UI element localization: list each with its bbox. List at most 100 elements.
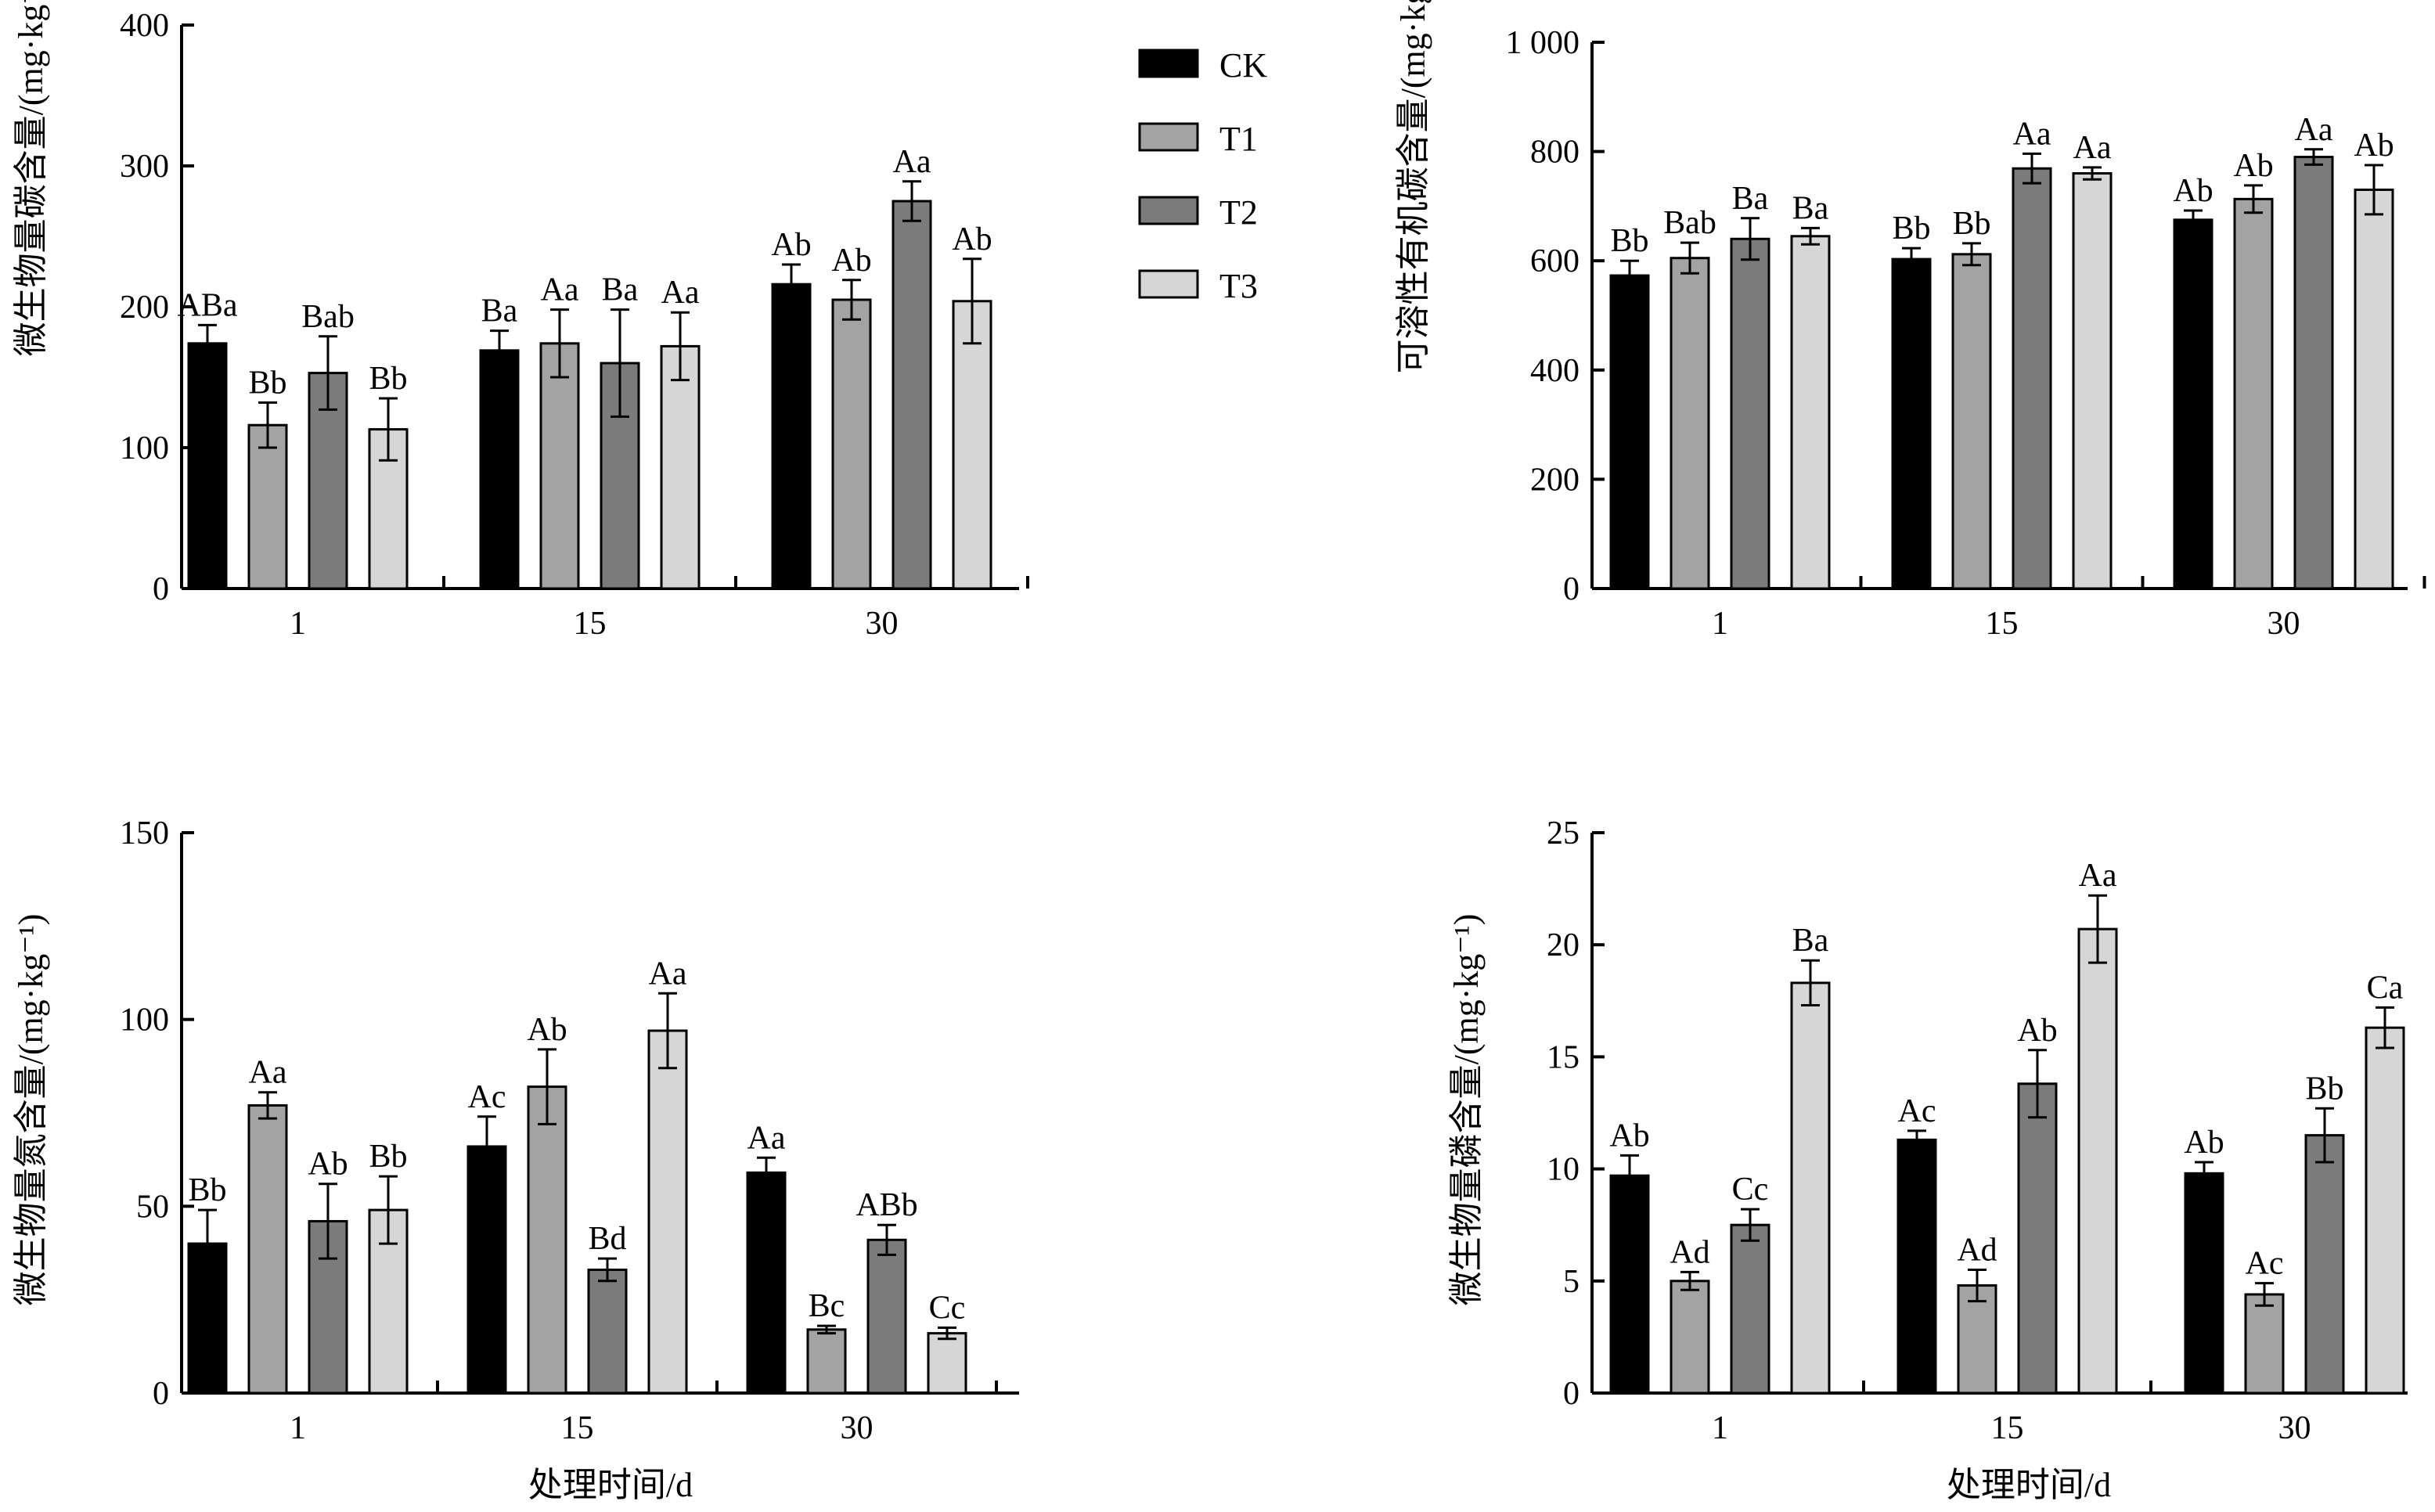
legend-swatch-t1 xyxy=(1138,122,1199,152)
significance-label: Ab xyxy=(2233,148,2273,184)
significance-label: Bd xyxy=(588,1221,626,1257)
y-tick-label: 600 xyxy=(1530,243,1580,279)
significance-label: Cc xyxy=(1732,1172,1769,1208)
bar-ck xyxy=(466,1145,507,1395)
y-tick-label: 0 xyxy=(1563,571,1580,607)
significance-label: Aa xyxy=(893,144,931,180)
y-axis-label: 可溶性有机碳含量/(mg·kg⁻¹) xyxy=(1394,0,1432,373)
bar-t3 xyxy=(2354,188,2394,590)
y-tick-label: 200 xyxy=(1530,462,1580,498)
significance-label: Aa xyxy=(2073,130,2112,166)
bar-t3 xyxy=(952,300,992,590)
significance-label: Ab xyxy=(952,221,992,257)
bar-ck xyxy=(2184,1172,2224,1395)
x-axis-label: 处理时间/d xyxy=(528,1466,693,1504)
significance-label: ABa xyxy=(178,287,238,323)
significance-label: Bb xyxy=(248,365,286,401)
legend-label-t3: T3 xyxy=(1219,267,1258,305)
significance-label: Ab xyxy=(2173,173,2213,209)
y-tick-label: 15 xyxy=(1547,1039,1580,1075)
bar-t1 xyxy=(2244,1293,2285,1395)
x-tick-label: 15 xyxy=(574,606,607,642)
significance-label: Ac xyxy=(1898,1093,1936,1129)
significance-label: Aa xyxy=(2013,116,2051,152)
x-axis-label: 处理时间/d xyxy=(1947,1466,2111,1504)
bar-t2 xyxy=(2304,1134,2345,1395)
y-axis-label: 微生物量碳含量/(mg·kg⁻¹) xyxy=(12,0,50,356)
bar-t2 xyxy=(866,1238,907,1395)
x-tick-label: 30 xyxy=(2278,1410,2311,1446)
y-tick-label: 400 xyxy=(1530,353,1580,389)
y-axis-label: 微生物量氮含量/(mg·kg⁻¹) xyxy=(12,914,50,1306)
bar-t1 xyxy=(1957,1284,1997,1395)
significance-label: Bb xyxy=(369,1139,407,1175)
y-tick-label: 300 xyxy=(120,149,169,185)
significance-label: Ab xyxy=(527,1012,567,1048)
bar-t1 xyxy=(1670,1280,1710,1395)
significance-label: Ad xyxy=(1957,1232,1997,1268)
bar-t1 xyxy=(527,1085,567,1395)
significance-label: Aa xyxy=(2295,112,2333,148)
significance-label: Bb xyxy=(369,361,407,397)
y-tick-label: 0 xyxy=(1563,1376,1580,1412)
bar-t1 xyxy=(539,342,580,590)
significance-label: Ab xyxy=(831,243,871,279)
significance-label: Ba xyxy=(1792,923,1829,959)
bar-t3 xyxy=(2077,927,2118,1395)
legend-swatch-t3 xyxy=(1138,269,1199,299)
significance-label: Ac xyxy=(2246,1246,2284,1282)
significance-label: Aa xyxy=(249,1055,287,1091)
bar-ck xyxy=(1609,274,1650,590)
bar-t2 xyxy=(587,1268,628,1395)
bar-t1 xyxy=(1951,253,1992,590)
legend-swatch-ck xyxy=(1138,49,1199,78)
bar-ck xyxy=(1891,257,1932,590)
bar-t1 xyxy=(831,298,872,590)
legend: CK T1 T2 T3 xyxy=(1138,46,1267,305)
x-tick-label: 1 xyxy=(1712,606,1728,642)
bar-ck xyxy=(746,1171,787,1395)
significance-label: Ab xyxy=(1609,1118,1649,1154)
significance-label: Aa xyxy=(541,272,579,308)
bar-ck xyxy=(2173,218,2213,590)
significance-label: Ba xyxy=(481,293,518,329)
bar-t3 xyxy=(927,1332,967,1395)
x-tick-label: 30 xyxy=(866,606,899,642)
y-tick-label: 25 xyxy=(1547,815,1580,851)
bar-t3 xyxy=(1790,235,1831,590)
significance-label: Ba xyxy=(1732,181,1769,217)
significance-label: Aa xyxy=(661,275,700,311)
bar-t2 xyxy=(1730,1223,1770,1395)
bar-t3 xyxy=(2072,172,2113,590)
significance-label: Cc xyxy=(929,1290,966,1326)
significance-label: Ab xyxy=(2184,1125,2224,1161)
x-tick-label: 15 xyxy=(1991,1410,2024,1446)
bar-ck xyxy=(187,342,228,590)
y-tick-label: 200 xyxy=(120,290,169,326)
legend-label-ck: CK xyxy=(1219,46,1267,85)
significance-label: Ba xyxy=(1792,190,1829,226)
bar-t2 xyxy=(2012,167,2052,590)
significance-label: Aa xyxy=(649,956,687,992)
bar-t2 xyxy=(2017,1082,2058,1395)
y-tick-label: 100 xyxy=(120,1003,169,1039)
x-tick-label: 1 xyxy=(1712,1410,1728,1446)
significance-label: Ab xyxy=(308,1147,348,1183)
significance-label: Aa xyxy=(747,1120,786,1156)
x-tick-label: 1 xyxy=(290,606,306,642)
chart-dissolved-organic-carbon: 可溶性有机碳含量/(mg·kg⁻¹) 0 200 400 600 800 1 000 1 Bb… xyxy=(1394,0,2426,642)
bar-t3 xyxy=(660,344,701,590)
significance-label: Ca xyxy=(2367,970,2404,1006)
bar-ck xyxy=(479,349,520,590)
y-tick-label: 100 xyxy=(120,430,169,466)
bar-t2 xyxy=(2293,156,2334,590)
bar-t1 xyxy=(247,423,288,590)
x-tick-label: 15 xyxy=(1986,606,2019,642)
significance-label: Bab xyxy=(301,299,355,335)
significance-label: Bb xyxy=(1952,206,1990,242)
bar-ck xyxy=(1609,1174,1650,1395)
significance-label: Ab xyxy=(771,227,811,263)
y-tick-label: 400 xyxy=(120,8,169,44)
significance-label: Bb xyxy=(1610,223,1648,259)
